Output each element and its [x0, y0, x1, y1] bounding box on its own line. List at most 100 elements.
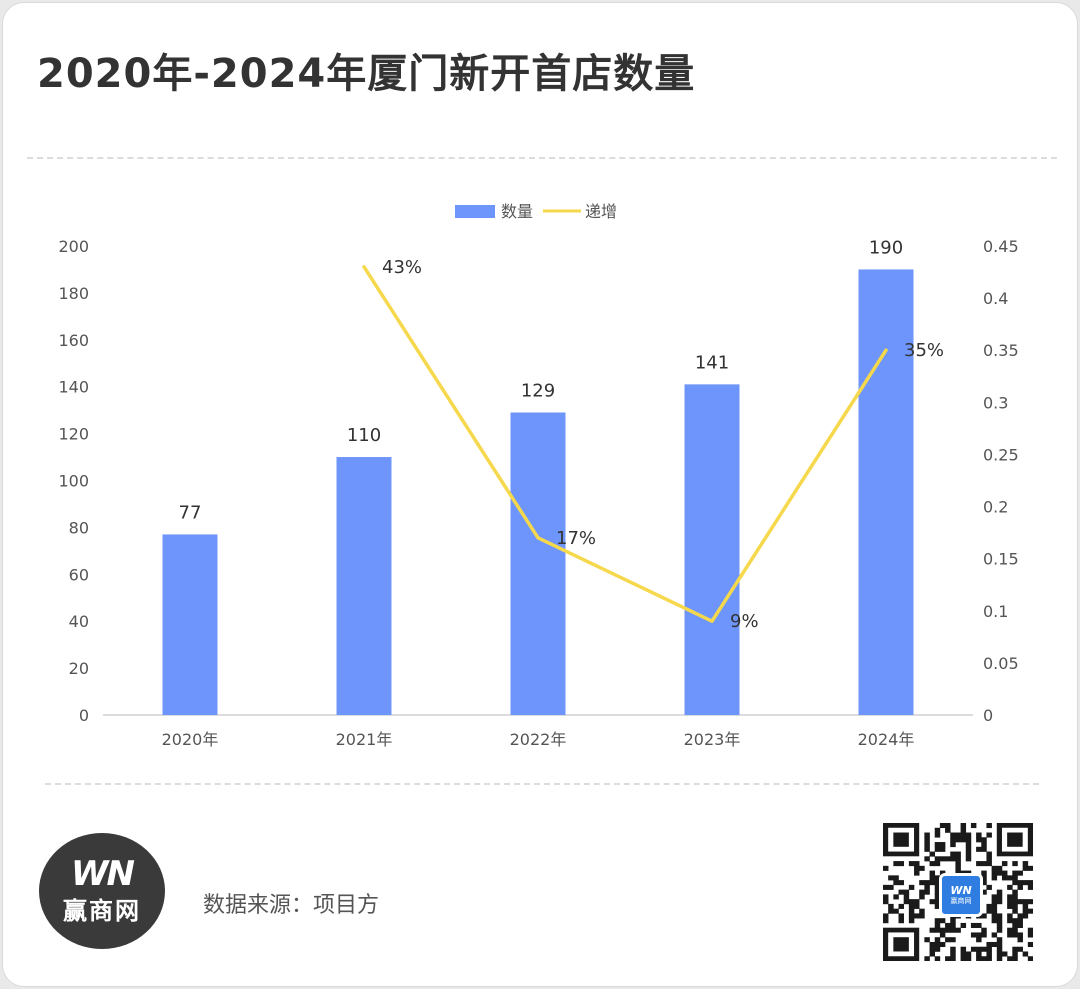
qr-module — [986, 823, 992, 829]
qr-module — [1007, 932, 1013, 938]
qr-module — [960, 837, 967, 843]
qr-module — [924, 956, 930, 962]
x-tick-label: 2024年 — [858, 730, 915, 749]
qr-badge-mark: WN — [950, 883, 972, 897]
qr-module — [991, 865, 998, 871]
qr-module — [929, 941, 936, 948]
qr-module — [1017, 937, 1023, 943]
qr-module — [996, 956, 1003, 962]
qr-module — [945, 827, 951, 833]
qr-module — [945, 856, 951, 862]
qr-module — [955, 927, 961, 933]
qr-module — [888, 875, 894, 881]
qr-module — [1012, 932, 1018, 938]
growth-data-label: 35% — [904, 340, 944, 361]
y-left-tick-label: 140 — [58, 378, 89, 397]
qr-module — [898, 918, 904, 924]
qr-module — [898, 861, 904, 867]
qr-module — [903, 894, 910, 900]
qr-module — [898, 903, 904, 909]
qr-finder-inner — [893, 937, 909, 952]
qr-module — [919, 913, 925, 919]
qr-module — [965, 856, 972, 862]
qr-module — [1007, 894, 1013, 900]
qr-module — [1012, 922, 1018, 928]
qr-module — [929, 880, 936, 886]
qr-module — [991, 908, 998, 914]
qr-module — [883, 894, 889, 900]
logo-mark: WN — [71, 854, 135, 894]
qr-module — [1007, 913, 1013, 919]
qr-module — [976, 832, 982, 838]
qr-module — [1007, 918, 1013, 924]
growth-data-label: 9% — [730, 611, 759, 632]
qr-module — [955, 856, 961, 862]
qr-module — [934, 884, 941, 890]
qr-module — [965, 842, 972, 848]
qr-module — [893, 908, 899, 914]
chart: 数量 递增 0 20 40 60 80 100 120 140 160 180 200 0 0.05 0.1 0… — [58, 202, 1019, 749]
qr-module — [996, 913, 1003, 919]
qr-module — [1017, 880, 1023, 886]
qr-module — [955, 865, 961, 871]
qr-module — [919, 894, 925, 900]
qr-module — [986, 956, 992, 962]
qr-module — [883, 913, 889, 919]
qr-module — [1012, 956, 1018, 962]
bar-data-label: 190 — [869, 237, 903, 258]
bar — [162, 534, 218, 715]
qr-module — [1027, 908, 1034, 914]
qr-module — [950, 851, 956, 857]
qr-module — [934, 889, 941, 895]
qr-module — [939, 932, 946, 938]
bar — [858, 269, 914, 715]
y-left-tick-label: 40 — [69, 612, 89, 631]
qr-module — [986, 851, 992, 857]
qr-module — [1027, 927, 1034, 933]
qr-module — [934, 827, 941, 833]
bar — [510, 412, 566, 715]
y-right-tick-label: 0 — [983, 706, 993, 725]
bottom-divider — [45, 783, 1039, 785]
y-right-tick-label: 0.3 — [983, 393, 1008, 412]
qr-module — [950, 837, 956, 843]
qr-module — [955, 861, 961, 867]
qr-module — [934, 937, 941, 943]
bar-data-label: 110 — [347, 425, 381, 446]
qr-module — [908, 918, 915, 924]
qr-module — [950, 856, 956, 862]
qr-module — [934, 880, 941, 886]
qr-module — [1012, 951, 1018, 957]
qr-module — [960, 827, 967, 833]
qr-module — [996, 899, 1003, 905]
y-right-tick-label: 0.45 — [983, 237, 1019, 256]
qr-module — [981, 880, 987, 886]
qr-module — [924, 880, 930, 886]
qr-module — [914, 903, 920, 909]
qr-module — [976, 837, 982, 843]
qr-module — [976, 951, 982, 957]
qr-module — [945, 823, 951, 829]
qr-module — [976, 956, 982, 962]
x-tick-label: 2020年 — [162, 730, 219, 749]
qr-module — [883, 865, 889, 871]
qr-module — [1012, 899, 1018, 905]
qr-module — [1012, 908, 1018, 914]
qr-module — [924, 842, 930, 848]
qr-module — [965, 832, 972, 838]
qr-module — [1007, 875, 1013, 881]
qr-module — [934, 941, 941, 948]
qr-module — [924, 837, 930, 843]
y-right-tick-label: 0.2 — [983, 498, 1008, 517]
growth-data-label: 17% — [556, 528, 596, 549]
qr-module — [1012, 870, 1018, 876]
qr-module — [883, 918, 889, 924]
qr-module — [888, 903, 894, 909]
qr-module — [1017, 946, 1023, 952]
qr-module — [898, 913, 904, 919]
qr-module — [976, 937, 982, 943]
qr-badge-name: 赢商网 — [950, 896, 972, 905]
qr-module — [934, 946, 941, 952]
qr-module — [1022, 861, 1029, 867]
qr-module — [991, 899, 998, 905]
